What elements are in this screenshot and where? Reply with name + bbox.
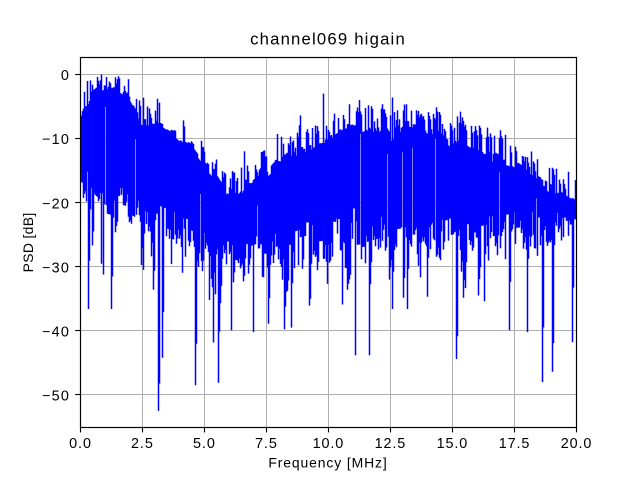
- svg-text:−40: −40: [42, 324, 70, 340]
- svg-text:7.5: 7.5: [255, 436, 278, 452]
- svg-text:0.0: 0.0: [69, 436, 92, 452]
- svg-text:Frequency [MHz]: Frequency [MHz]: [268, 455, 387, 471]
- svg-text:20.0: 20.0: [561, 436, 593, 452]
- svg-text:−10: −10: [42, 132, 70, 148]
- svg-text:2.5: 2.5: [131, 436, 154, 452]
- svg-text:−50: −50: [42, 389, 70, 405]
- svg-text:0: 0: [61, 68, 70, 84]
- svg-text:PSD [dB]: PSD [dB]: [20, 212, 36, 272]
- svg-text:15.0: 15.0: [437, 436, 469, 452]
- svg-text:17.5: 17.5: [499, 436, 531, 452]
- svg-text:−30: −30: [42, 260, 70, 276]
- svg-text:10.0: 10.0: [313, 436, 345, 452]
- svg-text:−20: −20: [42, 196, 70, 212]
- svg-text:12.5: 12.5: [375, 436, 407, 452]
- svg-text:channel069 higain: channel069 higain: [250, 30, 406, 49]
- svg-text:5.0: 5.0: [193, 436, 216, 452]
